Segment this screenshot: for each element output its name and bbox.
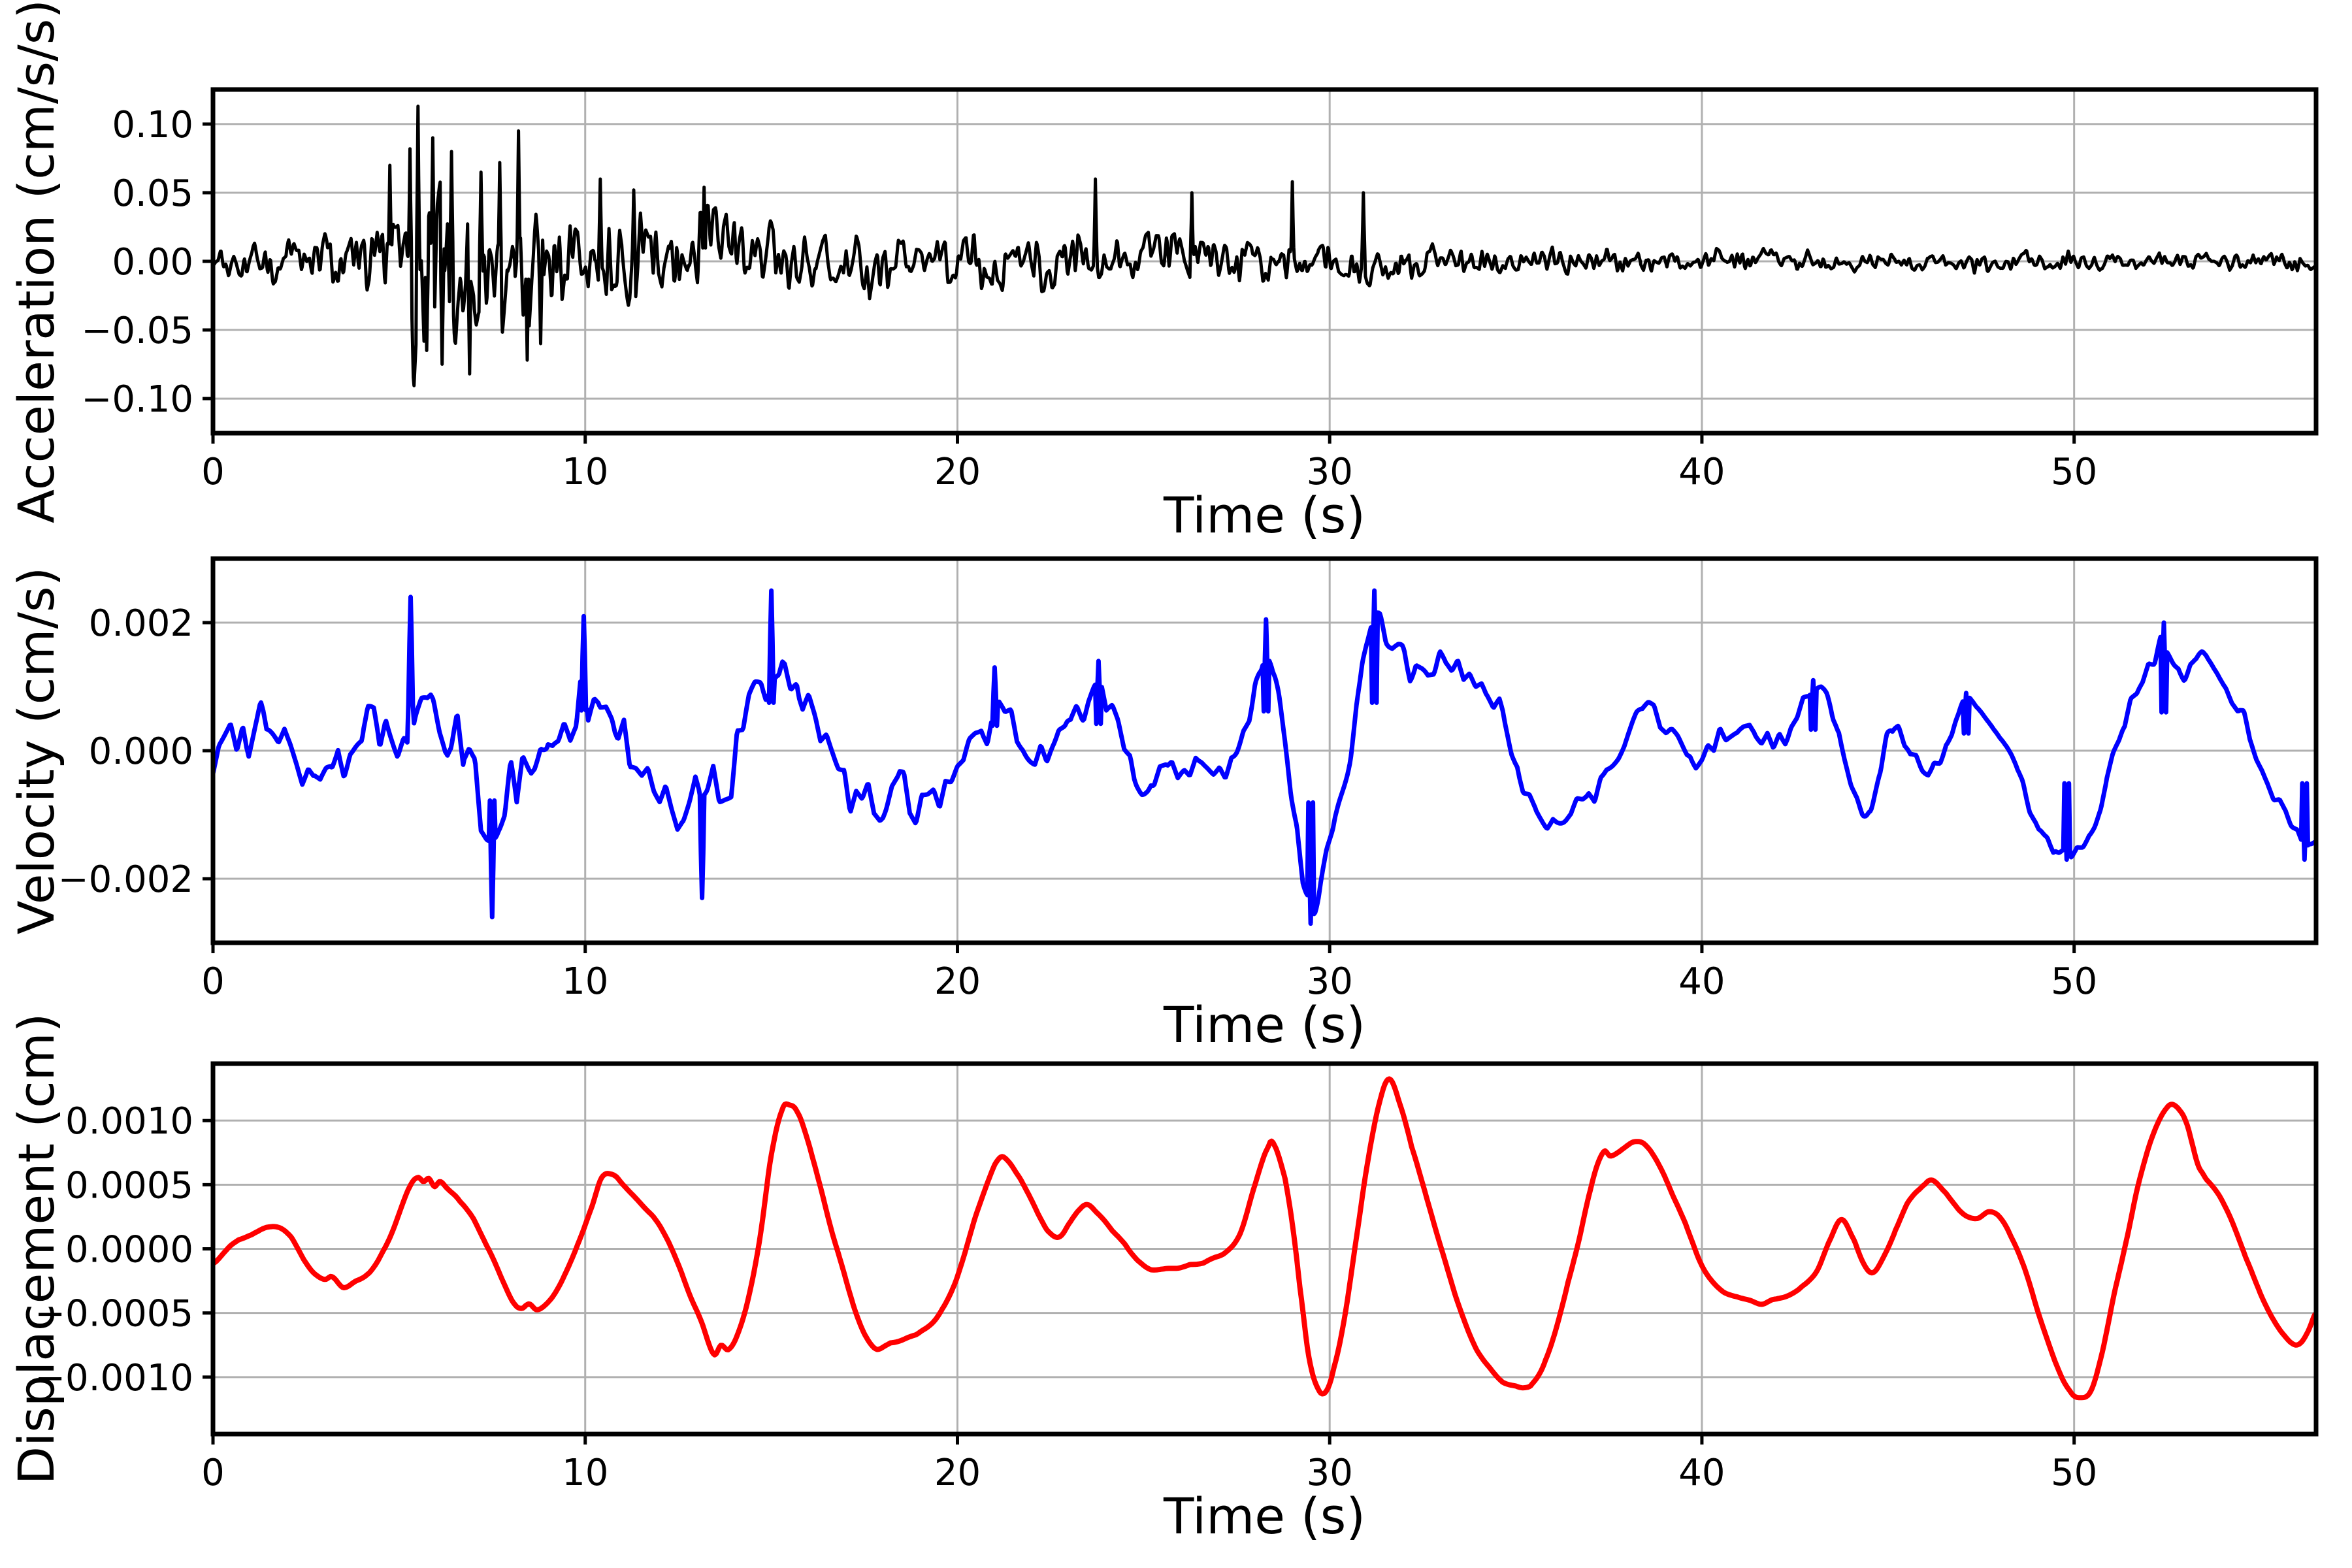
velocity-yaxis-label: Velocity (cm/s): [7, 567, 65, 935]
x-tick-label: 30: [1307, 1452, 1353, 1494]
y-tick-label: −0.002: [58, 858, 193, 901]
x-tick-label: 0: [201, 451, 225, 493]
y-tick-label: 0.05: [112, 172, 193, 215]
acceleration-trace: [213, 105, 2316, 387]
y-tick-label: 0.0010: [65, 1100, 193, 1143]
x-tick-label: 20: [934, 451, 981, 493]
velocity-trace: [213, 588, 2316, 926]
x-tick-label: 50: [2051, 451, 2097, 493]
x-tick-label: 50: [2051, 1452, 2097, 1494]
x-tick-label: 20: [934, 1452, 981, 1494]
displacement-trace: [213, 1076, 2316, 1401]
displacement-xaxis-label: Time (s): [1163, 1487, 1365, 1545]
subplot-acceleration: 0.10 0.05 0.00 −0.05 −0.100 10 20 30 40 50 Time (s…: [7, 0, 2319, 544]
displacement-yaxis-label: Displacement (cm): [7, 1013, 65, 1485]
y-tick-label: −0.10: [81, 378, 193, 421]
x-tick-label: 0: [201, 1452, 225, 1494]
x-tick-label: 50: [2051, 960, 2097, 1003]
y-tick-label: 0.000: [89, 730, 193, 773]
x-tick-label: 40: [1678, 960, 1725, 1003]
acceleration-yaxis-label: Acceleration (cm/s/s): [7, 0, 65, 523]
x-tick-label: 40: [1678, 1452, 1725, 1494]
x-tick-label: 10: [562, 451, 608, 493]
subplot-velocity: 0.002 0.000 −0.002 0 10 20 30 40 50 Time (s) Veloc…: [7, 556, 2319, 1054]
y-tick-label: −0.0010: [35, 1357, 193, 1399]
y-tick-label: 0.00: [112, 241, 193, 284]
y-tick-label: 0.0005: [65, 1164, 193, 1207]
y-tick-label: 0.0000: [65, 1229, 193, 1271]
x-tick-label: 0: [201, 960, 225, 1003]
x-tick-label: 20: [934, 960, 981, 1003]
velocity-xaxis-label: Time (s): [1163, 996, 1365, 1054]
acceleration-xaxis-label: Time (s): [1163, 486, 1365, 544]
y-tick-label: 0.002: [89, 602, 193, 645]
x-tick-label: 10: [562, 960, 608, 1003]
y-tick-label: 0.10: [112, 104, 193, 146]
y-tick-label: −0.0005: [35, 1293, 193, 1335]
x-tick-label: 40: [1678, 451, 1725, 493]
y-tick-label: −0.05: [81, 310, 193, 352]
x-tick-label: 30: [1307, 960, 1353, 1003]
x-tick-label: 10: [562, 1452, 608, 1494]
subplot-displacement: 0.0010 0.0005 0.0000 −0.0005 −0.0010 0 10 20 30 4…: [7, 1013, 2319, 1545]
x-tick-label: 30: [1307, 451, 1353, 493]
